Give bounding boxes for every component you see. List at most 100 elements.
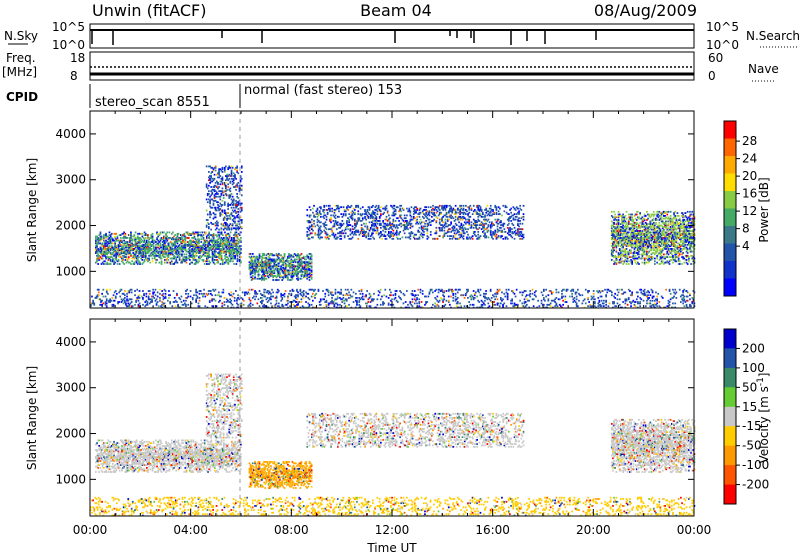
data-cell <box>176 250 179 253</box>
data-cell <box>202 248 205 250</box>
data-cell <box>202 250 205 253</box>
data-cell <box>278 257 280 259</box>
data-cell <box>134 256 137 258</box>
data-cell <box>119 234 122 236</box>
data-cell <box>489 232 492 235</box>
data-cell <box>230 177 233 180</box>
data-cell <box>610 230 613 232</box>
data-cell <box>322 215 324 218</box>
data-cell <box>620 237 622 239</box>
data-cell <box>291 255 294 258</box>
data-cell <box>153 256 156 258</box>
data-cell <box>235 204 237 206</box>
data-cell <box>122 248 124 250</box>
data-cell <box>398 220 400 222</box>
data-cell <box>389 232 391 235</box>
data-cell <box>237 248 240 250</box>
data-cell <box>144 257 147 260</box>
data-cell <box>375 226 378 229</box>
data-cell <box>487 229 490 232</box>
data-cell <box>393 204 396 207</box>
data-cell <box>615 227 618 230</box>
data-cell <box>249 262 252 265</box>
data-cell <box>105 239 107 242</box>
data-cell <box>240 241 242 243</box>
data-cell <box>141 263 144 265</box>
data-cell <box>177 250 180 253</box>
data-cell <box>262 277 264 280</box>
data-cell <box>103 234 105 236</box>
cpid-label: CPID <box>6 90 38 104</box>
data-cell <box>97 257 99 260</box>
data-cell <box>468 209 471 211</box>
data-cell <box>214 221 217 224</box>
data-cell <box>394 232 397 235</box>
data-cell <box>442 221 444 224</box>
data-cell <box>361 218 364 221</box>
data-cell <box>449 210 451 213</box>
data-cell <box>203 242 206 245</box>
data-cell <box>112 248 114 250</box>
data-cell <box>441 204 443 207</box>
data-cell <box>261 259 263 262</box>
data-cell <box>253 269 255 272</box>
data-cell <box>377 204 380 207</box>
data-cell <box>421 211 424 214</box>
data-cell <box>219 238 222 241</box>
data-cell <box>220 194 223 197</box>
data-cell <box>232 202 235 205</box>
data-cell <box>292 261 295 264</box>
data-cell <box>254 270 256 273</box>
data-cell <box>218 205 220 208</box>
data-cell <box>107 238 110 241</box>
data-cell <box>299 264 302 266</box>
data-cell <box>518 210 520 213</box>
data-cell <box>280 266 282 269</box>
data-cell <box>276 270 279 273</box>
data-cell <box>149 248 152 250</box>
data-cell <box>261 261 263 264</box>
data-cell <box>237 227 240 230</box>
data-cell <box>194 242 197 245</box>
data-cell <box>219 213 222 216</box>
data-cell <box>225 241 227 243</box>
data-cell <box>309 228 312 231</box>
data-cell <box>395 224 398 226</box>
data-cell <box>123 237 125 239</box>
data-cell <box>334 237 337 240</box>
data-cell <box>512 224 515 226</box>
data-cell <box>218 186 220 188</box>
data-cell <box>308 272 311 275</box>
data-cell <box>308 276 311 279</box>
data-cell <box>134 245 137 247</box>
data-cell <box>240 249 242 252</box>
data-cell <box>218 254 221 257</box>
data-cell <box>335 221 338 224</box>
data-cell <box>344 210 347 213</box>
data-cell <box>259 265 262 268</box>
data-cell <box>223 202 226 205</box>
data-cell <box>305 268 307 270</box>
data-cell <box>618 226 621 228</box>
data-cell <box>219 175 222 177</box>
data-cell <box>222 224 225 227</box>
data-cell <box>103 252 105 254</box>
data-cell <box>476 221 478 224</box>
data-cell <box>237 232 240 235</box>
data-cell <box>181 259 183 261</box>
data-cell <box>126 241 129 243</box>
data-cell <box>350 217 353 220</box>
data-cell <box>617 242 620 245</box>
data-cell <box>341 232 344 235</box>
data-cell <box>291 273 294 276</box>
data-cell <box>460 211 463 214</box>
data-cell <box>511 232 514 235</box>
data-cell <box>255 266 257 269</box>
data-cell <box>240 227 243 230</box>
data-cell <box>220 205 223 208</box>
data-cell <box>421 210 424 213</box>
data-cell <box>394 210 397 213</box>
data-cell <box>123 254 125 257</box>
data-cell <box>381 237 383 240</box>
data-cell <box>334 204 337 207</box>
